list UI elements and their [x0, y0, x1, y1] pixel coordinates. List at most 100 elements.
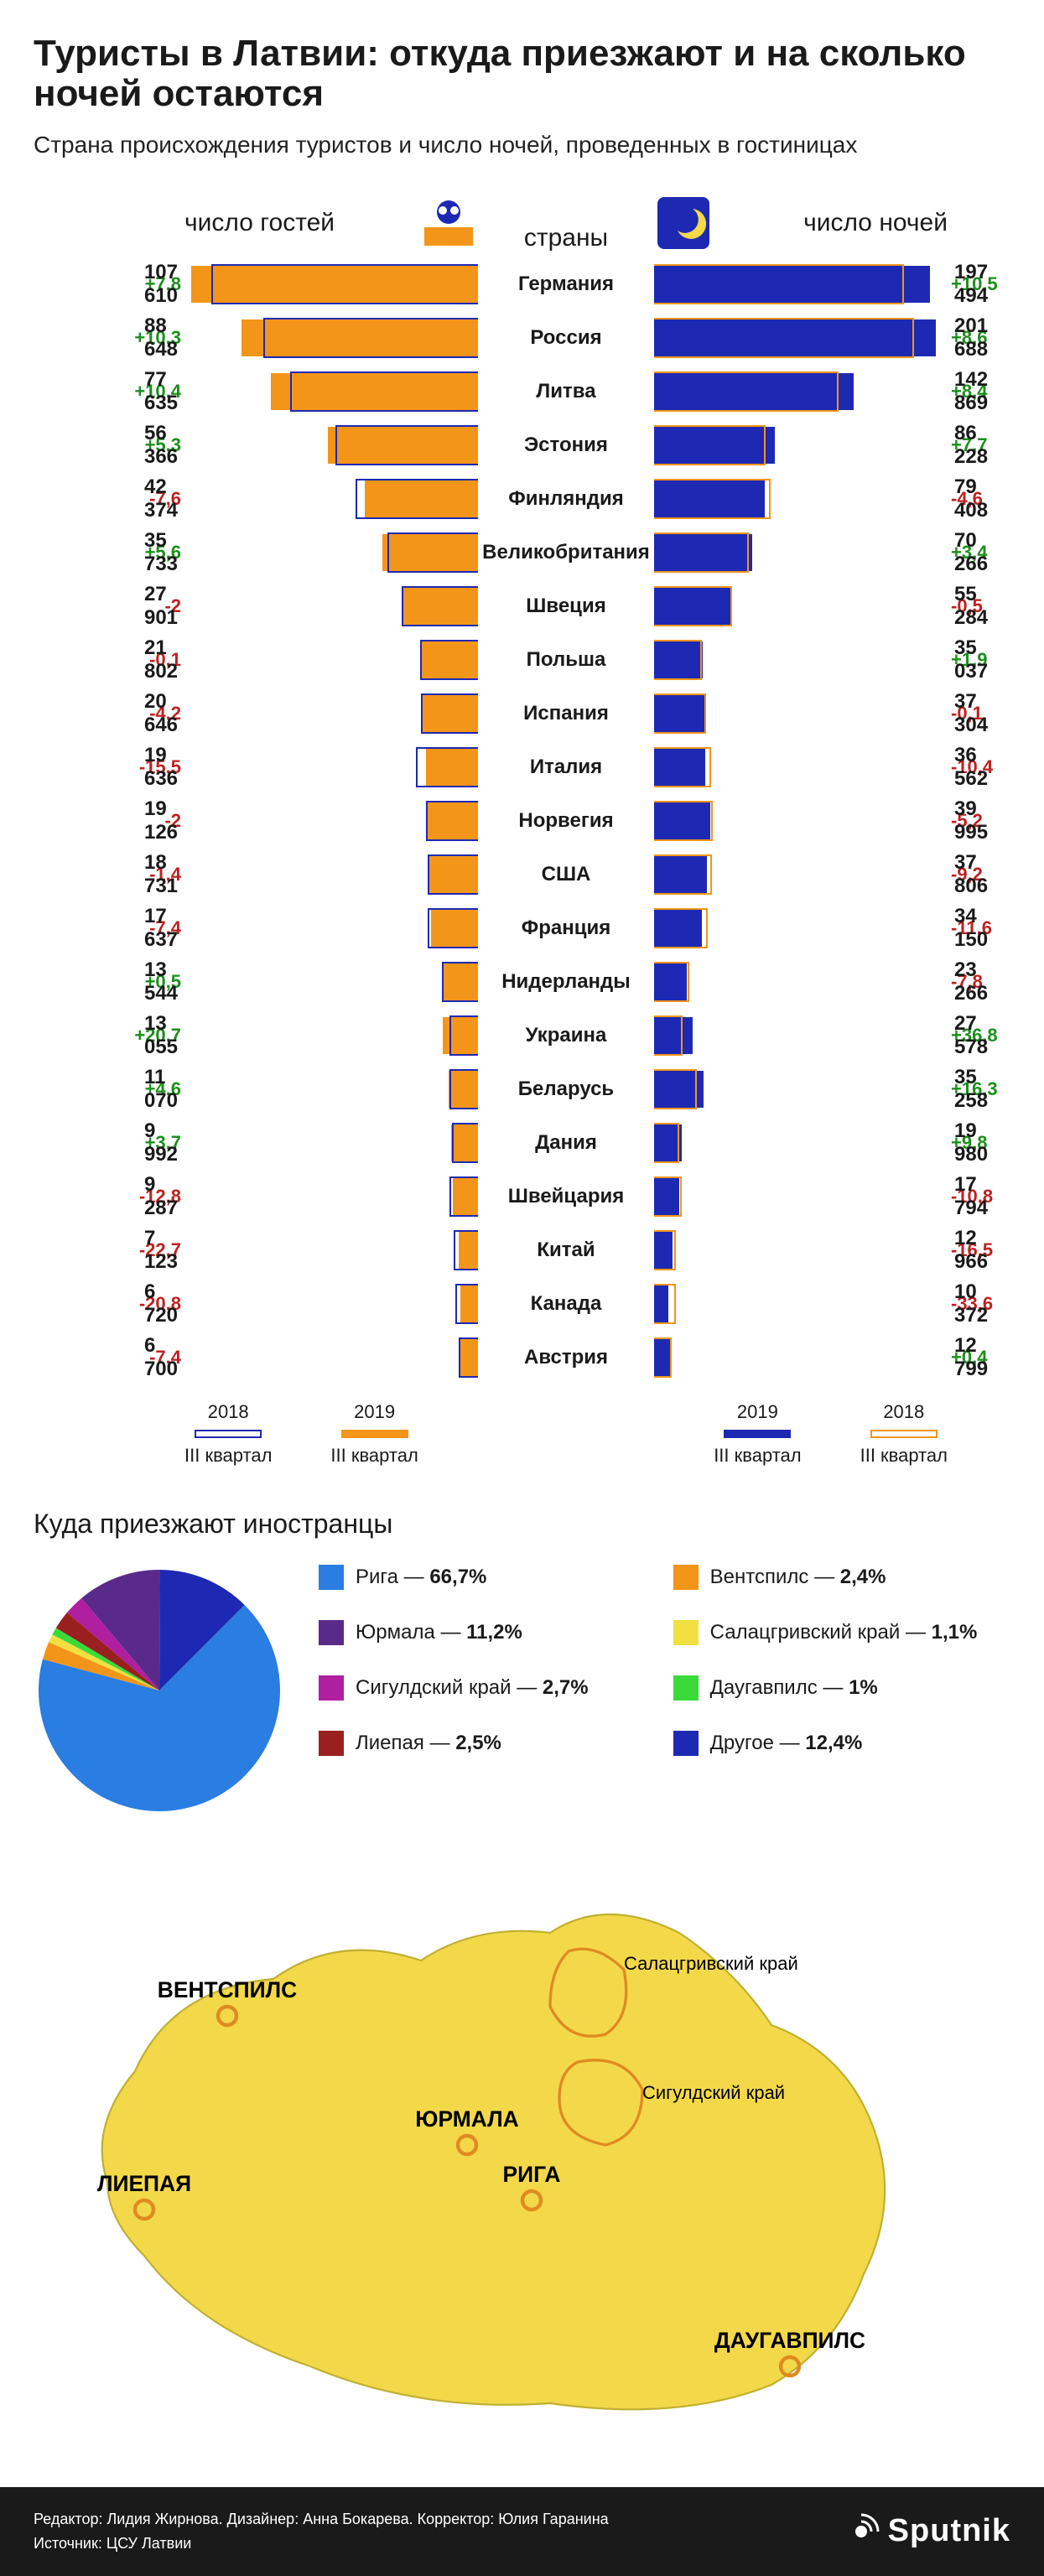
- nights-value: 39 995: [954, 797, 988, 844]
- nights-value: 12 799: [954, 1334, 988, 1381]
- guests-bar: 18 731: [184, 848, 478, 901]
- city-label: ЮРМАЛА: [415, 2106, 518, 2132]
- pie-legend-item: Рига — 66,7%: [319, 1565, 623, 1590]
- guests-bar: 19 636: [184, 740, 478, 794]
- guests-bar: 9 992: [184, 1116, 478, 1170]
- night-icon: [654, 194, 713, 252]
- guests-value: 19 636: [144, 744, 178, 791]
- nights-value: 10 372: [954, 1280, 988, 1327]
- footer: Редактор: Лидия Жирнова. Дизайнер: Анна …: [0, 2487, 1044, 2576]
- region-label: Сигулдский край: [642, 2082, 785, 2103]
- guests-value: 13 544: [144, 958, 178, 1005]
- country-name: Нидерланды: [478, 970, 654, 994]
- nights-value: 34 150: [954, 905, 988, 952]
- country-row: -7,46 700Австрия12 799+0,4: [34, 1331, 1010, 1384]
- page-title: Туристы в Латвии: откуда приезжают и на …: [34, 34, 1010, 115]
- country-name: Великобритания: [478, 541, 654, 564]
- guests-bar: 27 901: [184, 579, 478, 633]
- sputnik-icon: [843, 2513, 880, 2550]
- guests-value: 20 646: [144, 690, 178, 737]
- nights-value: 12 966: [954, 1227, 988, 1274]
- tourist-icon: [419, 194, 478, 252]
- nights-value: 201 688: [954, 314, 988, 361]
- bar-chart-rows: +7,8107 610Германия197 494+10,5+10,388 6…: [34, 257, 1010, 1384]
- nights-bar: 23 266: [654, 955, 948, 1009]
- nights-bar: 17 794: [654, 1170, 948, 1223]
- country-name: Франция: [478, 917, 654, 940]
- pie-legend-item: Сигулдский край — 2,7%: [319, 1675, 623, 1701]
- country-name: Украина: [478, 1024, 654, 1047]
- nights-header: число ночей: [803, 209, 948, 237]
- nights-bar: 12 966: [654, 1223, 948, 1277]
- nights-bar: 35 037: [654, 633, 948, 687]
- country-name: Эстония: [478, 434, 654, 457]
- nights-value: 86 228: [954, 422, 988, 469]
- footer-credits: Редактор: Лидия Жирнова. Дизайнер: Анна …: [34, 2507, 609, 2532]
- guests-value: 35 733: [144, 529, 178, 576]
- guests-value: 9 992: [144, 1119, 178, 1166]
- latvia-map: ВЕНТСПИЛСЮРМАЛАРИГАЛИЕПАЯДАУГАВПИЛССалац…: [34, 1850, 956, 2449]
- country-name: Китай: [478, 1239, 654, 1262]
- country-name: Швейцария: [478, 1185, 654, 1208]
- guests-value: 107 610: [144, 261, 178, 308]
- nights-bar: 37 304: [654, 687, 948, 740]
- guests-value: 11 070: [144, 1066, 178, 1113]
- guests-bar: 19 126: [184, 794, 478, 848]
- guests-value: 21 802: [144, 636, 178, 683]
- guests-bar: 21 802: [184, 633, 478, 687]
- pie-block: Рига — 66,7% Вентспилс — 2,4% Юрмала — 11,…: [34, 1565, 1010, 1816]
- subtitle: Страна происхождения туристов и число но…: [34, 130, 1010, 160]
- city-label: ЛИЕПАЯ: [97, 2171, 191, 2196]
- country-row: -0,121 802Польша35 037+1,9: [34, 633, 1010, 687]
- bar-chart-header: число гостей страны число ночей: [34, 194, 1010, 252]
- nights-bar: 86 228: [654, 418, 948, 472]
- country-row: -20,86 720Канада10 372-33,6: [34, 1277, 1010, 1331]
- legend-swatch: [319, 1731, 344, 1756]
- pie-legend-item: Юрмала — 11,2%: [319, 1620, 623, 1645]
- city-label: РИГА: [503, 2162, 561, 2187]
- country-name: Канада: [478, 1292, 654, 1316]
- country-row: +5,356 366Эстония86 228+7,7: [34, 418, 1010, 472]
- country-row: -22,77 123Китай12 966-16,5: [34, 1223, 1010, 1277]
- guests-value: 77 635: [144, 368, 178, 415]
- nights-value: 55 284: [954, 583, 988, 630]
- country-row: -1,418 731США37 806-9,2: [34, 848, 1010, 901]
- guests-value: 18 731: [144, 851, 178, 898]
- nights-value: 27 578: [954, 1012, 988, 1059]
- nights-bar: 19 980: [654, 1116, 948, 1170]
- nights-value: 36 562: [954, 744, 988, 791]
- nights-bar: 70 266: [654, 526, 948, 579]
- pie-title: Куда приезжают иностранцы: [34, 1509, 1010, 1540]
- guests-value: 27 901: [144, 583, 178, 630]
- guests-bar: 7 123: [184, 1223, 478, 1277]
- guests-value: 17 637: [144, 905, 178, 952]
- nights-bar: 55 284: [654, 579, 948, 633]
- bar-legend: 2018III квартал 2019III квартал 2019III …: [34, 1401, 1010, 1467]
- pie-legend-item: Вентспилс — 2,4%: [673, 1565, 978, 1590]
- legend-year-2019: 2019: [354, 1401, 395, 1423]
- guests-value: 9 287: [144, 1173, 178, 1220]
- guests-value: 6 720: [144, 1280, 178, 1327]
- brand-logo: Sputnik: [843, 2513, 1010, 2550]
- guests-bar: 20 646: [184, 687, 478, 740]
- country-row: +0,513 544Нидерланды23 266-7,8: [34, 955, 1010, 1009]
- country-row: +20,713 055Украина27 578+36,8: [34, 1009, 1010, 1062]
- city-label: ВЕНТСПИЛС: [158, 1977, 297, 2002]
- legend-year-2018: 2018: [208, 1401, 249, 1423]
- guests-bar: 77 635: [184, 365, 478, 418]
- guests-bar: 6 720: [184, 1277, 478, 1331]
- guests-bar: 17 637: [184, 901, 478, 955]
- country-row: +10,477 635Литва142 869+8,4: [34, 365, 1010, 418]
- nights-bar: 10 372: [654, 1277, 948, 1331]
- country-name: Финляндия: [478, 487, 654, 511]
- country-name: Польша: [478, 648, 654, 672]
- legend-swatch: [673, 1675, 699, 1701]
- legend-swatch: [673, 1620, 699, 1645]
- country-row: -4,220 646Испания37 304-0,1: [34, 687, 1010, 740]
- country-row: +7,8107 610Германия197 494+10,5: [34, 257, 1010, 311]
- guests-bar: 42 374: [184, 472, 478, 526]
- nights-value: 35 037: [954, 636, 988, 683]
- country-name: Россия: [478, 326, 654, 350]
- nights-value: 142 869: [954, 368, 988, 415]
- nights-value: 79 408: [954, 475, 988, 522]
